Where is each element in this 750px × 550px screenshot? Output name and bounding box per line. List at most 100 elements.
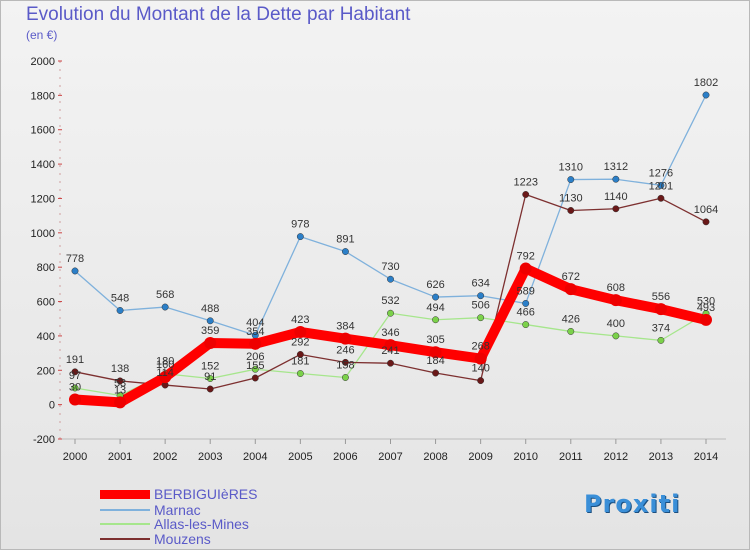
- data-point: [251, 365, 259, 373]
- data-point: [251, 374, 259, 382]
- x-tick-label: 2008: [423, 451, 447, 463]
- legend-label: Mouzens: [154, 531, 211, 547]
- data-label: 30: [69, 381, 81, 393]
- data-label: 672: [562, 271, 580, 283]
- data-point: [387, 359, 394, 367]
- data-point: [567, 176, 575, 184]
- data-label: 1140: [604, 191, 628, 203]
- legend-swatch: [100, 538, 150, 540]
- data-label: 140: [471, 363, 489, 375]
- data-point: [609, 294, 622, 307]
- x-tick-label: 2003: [198, 451, 222, 463]
- data-point: [206, 375, 214, 382]
- data-point: [432, 316, 440, 324]
- data-label: 730: [381, 261, 399, 273]
- data-label: 426: [562, 313, 580, 325]
- data-point: [564, 283, 577, 296]
- data-point: [700, 313, 712, 326]
- x-tick-label: 2012: [604, 451, 628, 463]
- data-label: 292: [291, 336, 309, 348]
- y-tick-label: 200: [37, 365, 55, 377]
- data-label: 184: [426, 355, 444, 367]
- data-label: 180: [156, 356, 174, 368]
- data-label: 608: [607, 282, 625, 294]
- chart-subtitle: (en €): [26, 28, 58, 42]
- data-label: 1130: [559, 192, 583, 204]
- data-point: [612, 205, 620, 213]
- data-label: 891: [336, 234, 354, 246]
- data-label: 138: [111, 363, 129, 375]
- data-point: [341, 358, 349, 366]
- y-tick-label: 2000: [31, 56, 55, 68]
- y-tick-label: 1200: [31, 193, 55, 205]
- data-label: 589: [517, 285, 535, 297]
- data-label: 530: [697, 296, 715, 308]
- legend-item: Allas-les-Mines: [100, 516, 249, 532]
- x-tick-label: 2001: [108, 451, 132, 463]
- legend-label: Allas-les-Mines: [154, 516, 249, 532]
- data-label: 1312: [604, 161, 628, 173]
- y-tick-label: 1000: [31, 228, 55, 240]
- data-label: 1201: [649, 180, 673, 192]
- data-point: [432, 293, 440, 301]
- data-label: 568: [156, 289, 174, 301]
- data-label: 346: [381, 327, 399, 339]
- data-point: [654, 303, 667, 316]
- data-label: 532: [381, 295, 399, 307]
- data-point: [657, 181, 665, 189]
- data-point: [296, 351, 304, 358]
- data-label: 626: [426, 279, 444, 291]
- data-label: 155: [246, 360, 264, 372]
- chart-title: Evolution du Montant de la Dette par Hab…: [26, 4, 411, 25]
- data-point: [702, 91, 710, 99]
- data-point: [657, 194, 665, 202]
- data-label: 1064: [694, 204, 718, 216]
- data-point: [519, 262, 532, 275]
- data-point: [159, 371, 172, 384]
- data-point: [249, 337, 262, 350]
- data-label: 1310: [559, 162, 583, 174]
- data-point: [114, 396, 127, 409]
- data-label: 374: [652, 322, 670, 334]
- data-label: 268: [471, 341, 489, 353]
- data-label: 494: [426, 302, 444, 314]
- data-label: 114: [156, 367, 174, 379]
- legend-item: BERBIGUIèRES: [100, 486, 257, 502]
- y-tick-label: 0: [49, 400, 55, 412]
- data-point: [567, 207, 575, 214]
- data-label: 423: [291, 314, 309, 326]
- data-label: 493: [697, 302, 715, 314]
- x-tick-label: 2011: [559, 451, 583, 463]
- data-point: [204, 336, 217, 349]
- data-label: 548: [111, 292, 129, 304]
- legend-swatch: [100, 489, 150, 499]
- data-label: 160: [156, 359, 174, 371]
- data-point: [432, 369, 440, 377]
- data-point: [474, 352, 487, 365]
- data-label: 466: [517, 307, 535, 319]
- data-point: [522, 191, 530, 198]
- legend-item: Marnac: [100, 502, 201, 518]
- data-point: [296, 233, 304, 241]
- data-point: [567, 327, 575, 335]
- data-label: 181: [291, 356, 309, 368]
- data-label: 206: [246, 351, 264, 363]
- data-point: [341, 374, 349, 381]
- data-label: 792: [517, 251, 535, 263]
- data-point: [341, 248, 349, 255]
- data-point: [429, 346, 442, 359]
- data-point: [294, 325, 307, 338]
- data-point: [339, 332, 352, 345]
- proxiti-logo: Proxiti: [584, 490, 681, 518]
- legend-swatch: [100, 523, 150, 525]
- data-point: [387, 309, 394, 317]
- data-label: 1276: [649, 167, 673, 179]
- x-tick-label: 2002: [153, 451, 177, 463]
- data-label: 404: [246, 317, 264, 329]
- data-label: 556: [652, 291, 670, 303]
- data-label: 97: [69, 370, 81, 382]
- x-tick-label: 2009: [468, 451, 492, 463]
- data-label: 384: [336, 321, 354, 333]
